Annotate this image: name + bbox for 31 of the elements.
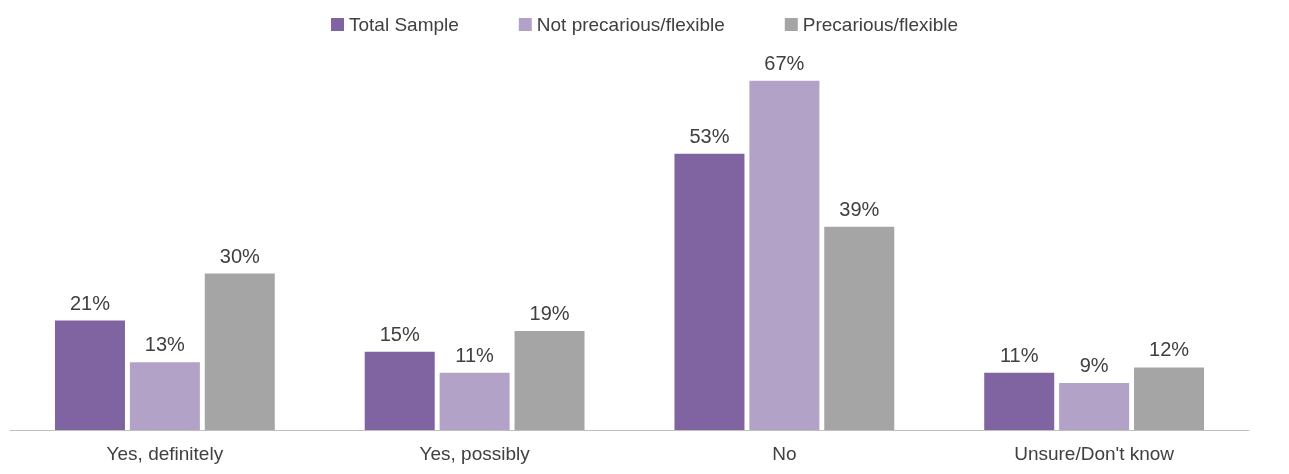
data-label: 13% — [144, 333, 186, 356]
x-tick-label: Unsure/Don't know — [1014, 443, 1175, 464]
bar — [984, 372, 1055, 430]
bar — [1059, 383, 1130, 430]
data-label: 19% — [529, 301, 570, 324]
data-label: 53% — [689, 124, 730, 147]
bar — [1134, 367, 1205, 430]
bar — [439, 372, 510, 430]
bar — [749, 80, 820, 430]
legend-label: Not precarious/flexible — [536, 14, 725, 35]
legend-label: Total Sample — [348, 14, 459, 35]
bar — [364, 351, 435, 430]
data-label: 11% — [455, 343, 495, 366]
data-label: 11% — [999, 343, 1039, 366]
data-label: 67% — [764, 51, 805, 74]
data-label: 21% — [69, 291, 111, 314]
data-label: 15% — [379, 322, 420, 345]
bar — [129, 362, 200, 430]
bar — [674, 153, 745, 430]
data-label: 39% — [839, 197, 880, 220]
x-tick-label: No — [772, 443, 797, 464]
data-label: 9% — [1079, 354, 1109, 377]
legend-label: Precarious/flexible — [802, 14, 959, 35]
bar — [824, 226, 895, 430]
data-label: 30% — [219, 244, 261, 267]
bar — [204, 273, 275, 430]
x-tick-label: Yes, possibly — [419, 443, 531, 464]
bar — [514, 330, 585, 430]
bar — [54, 320, 125, 430]
x-tick-label: Yes, definitely — [106, 443, 224, 464]
data-label: 12% — [1149, 338, 1190, 361]
